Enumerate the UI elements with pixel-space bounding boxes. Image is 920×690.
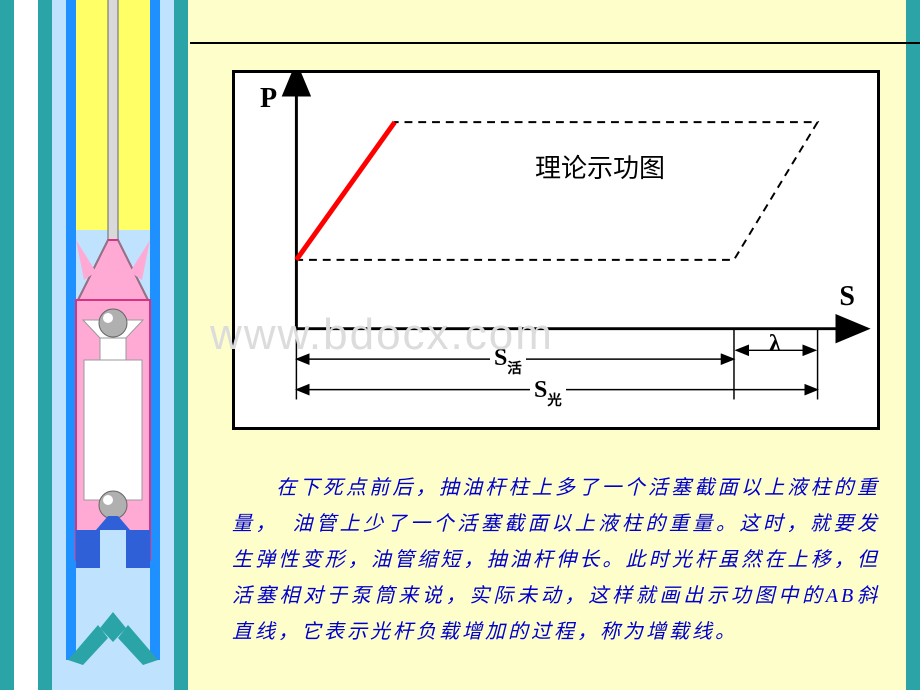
dim-label-lambda: λ: [769, 331, 781, 358]
pump-diagram: [38, 0, 188, 690]
traveling-valve-ball: [99, 309, 127, 337]
pump-chamber: [84, 360, 142, 500]
pump-rod: [108, 0, 118, 240]
body-paragraph: 在下死点前后，抽油杆柱上多了一个活塞截面以上液柱的重量， 油管上少了一个活塞截面…: [232, 470, 880, 650]
y-axis-label: P: [260, 83, 277, 115]
right-border: [906, 0, 920, 690]
body-text-content: 在下死点前后，抽油杆柱上多了一个活塞截面以上液柱的重量， 油管上少了一个活塞截面…: [232, 477, 880, 643]
indicator-diagram-frame: P S 理论示功图 S活 S光 λ: [232, 70, 880, 430]
top-rule-line: [190, 42, 920, 44]
ball-highlight-1: [103, 313, 113, 323]
standing-valve-ball: [99, 491, 127, 519]
dim-label-s-rod: S光: [530, 377, 566, 408]
pump-tubing-right: [150, 0, 160, 660]
pump-column: [38, 0, 188, 690]
x-axis-label: S: [839, 281, 855, 313]
left-border: [0, 0, 14, 690]
indicator-diagram: [235, 73, 877, 427]
left-gutter: [14, 0, 38, 690]
ball-highlight-2: [103, 495, 113, 505]
pump-tubing-left: [66, 0, 76, 660]
chart-title: 理论示功图: [535, 148, 665, 185]
dim-label-s-piston: S活: [490, 345, 526, 376]
standing-valve-bore: [100, 530, 126, 568]
